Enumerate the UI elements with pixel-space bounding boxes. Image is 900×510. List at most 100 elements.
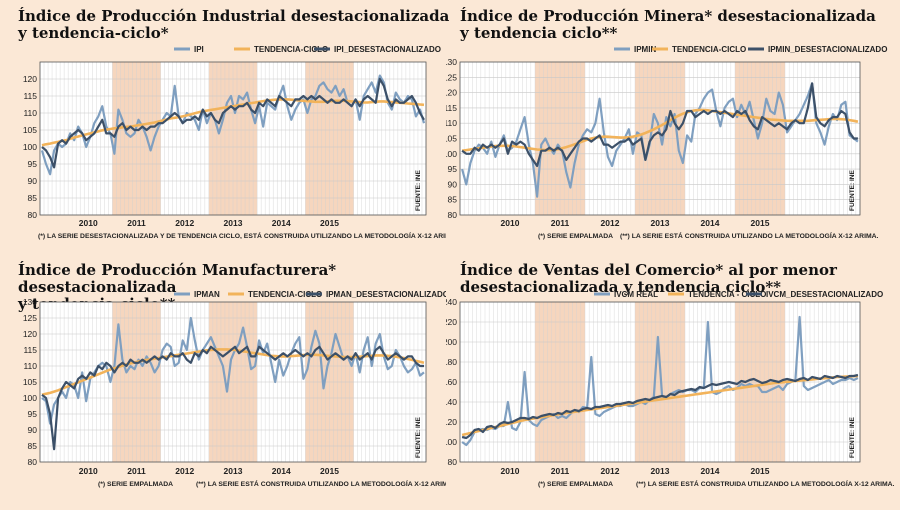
y-tick-label: 160 xyxy=(446,377,457,387)
y-tick-label: 100 xyxy=(23,393,37,403)
x-year-label: 2013 xyxy=(224,218,243,228)
y-tick-label: 120 xyxy=(23,329,37,339)
chart-svg-ipi: 120 115 110 105 100 95 90 85 80 IPI TENDENCIA-CICL… xyxy=(23,45,446,240)
plot-frame xyxy=(39,301,427,463)
y-tick-label: 85 xyxy=(28,441,38,451)
y-tick-label: 85 xyxy=(448,195,458,205)
x-year-label: 2011 xyxy=(127,466,146,476)
y-tick-label: 80 xyxy=(28,210,38,220)
y-tick-label: 120 xyxy=(446,88,457,98)
y-tick-label: 130 xyxy=(23,297,37,307)
x-year-label: 2012 xyxy=(601,466,620,476)
y-tick-label: 120 xyxy=(23,74,37,84)
y-tick-label: 90 xyxy=(28,425,38,435)
y-tick-label: 80 xyxy=(28,457,38,467)
series-line-ivcm-desestacionalizado xyxy=(461,373,859,440)
chart-title-line1: Índice de Producción Industrial desestac… xyxy=(18,7,450,25)
x-year-label: 2014 xyxy=(701,466,720,476)
x-year-label: 2010 xyxy=(79,218,98,228)
y-tick-label: 140 xyxy=(446,397,457,407)
chart-title: Índice de Producción Industrial desestac… xyxy=(18,8,458,42)
y-tick-label: 95 xyxy=(28,409,38,419)
y-tick-label: 110 xyxy=(23,108,37,118)
footnote: (**) LA SERIE ESTÁ CONSTRUIDA UTILIZANDO… xyxy=(620,231,879,240)
legend-label: IPMAN xyxy=(194,290,220,299)
y-tick-label: 110 xyxy=(23,361,37,371)
y-tick-label: 90 xyxy=(448,179,458,189)
legend-label: IPMIN xyxy=(634,45,656,54)
source-label: FUENTE: INE xyxy=(415,170,422,211)
source-label: FUENTE: INE xyxy=(415,417,422,458)
x-year-label: 2013 xyxy=(224,466,243,476)
legend-label: IVCM REAL xyxy=(614,290,658,299)
footnote: (*) SERIE EMPALMADA xyxy=(98,481,173,488)
y-tick-label: 200 xyxy=(446,337,457,347)
x-year-label: 2012 xyxy=(175,466,194,476)
y-tick-label: 125 xyxy=(446,72,457,82)
chart-title: Índice de Ventas del Comercio* al por me… xyxy=(460,262,900,296)
chart-panel-ipi: Índice de Producción Industrial desestac… xyxy=(6,8,456,256)
y-tick-label: 240 xyxy=(446,297,457,307)
chart-svg-ivcm: 240 220 200 180 160 140 120 100 80 IVCM REAL TENDE… xyxy=(446,290,895,488)
y-tick-label: 115 xyxy=(446,103,457,113)
y-tick-label: 180 xyxy=(446,357,457,367)
footnote: (*) SERIE EMPALMADA xyxy=(538,233,613,240)
source-label: FUENTE: INE xyxy=(849,170,856,211)
legend-label: TENDENCIA-CICLO xyxy=(248,290,322,299)
x-year-label: 2015 xyxy=(751,466,770,476)
y-tick-label: 95 xyxy=(448,164,458,174)
x-year-label: 2015 xyxy=(751,218,770,228)
footnote: (*) SERIE EMPALMADA xyxy=(538,481,613,488)
series-line-ipmin-desestacionalizado xyxy=(461,82,858,168)
series-line-ipi-desestacionalizado xyxy=(41,77,425,169)
y-tick-label: 80 xyxy=(448,457,458,467)
source-label: FUENTE: INE xyxy=(849,417,856,458)
y-tick-label: 125 xyxy=(23,313,37,323)
y-tick-label: 95 xyxy=(28,159,38,169)
footnote: (*) LA SERIE DESESTACIONALIZADA Y DE TEN… xyxy=(38,231,446,240)
plot-frame xyxy=(459,301,861,463)
footnote: (**) LA SERIE ESTÁ CONSTRUIDA UTILIZANDO… xyxy=(636,479,895,488)
y-tick-label: 115 xyxy=(23,345,37,355)
y-tick-label: 130 xyxy=(446,57,457,67)
x-year-label: 2015 xyxy=(320,218,339,228)
chart-panel-ipmin: Índice de Producción Minera* desestacion… xyxy=(446,8,896,256)
y-tick-label: 85 xyxy=(28,193,38,203)
plot-frame xyxy=(39,61,427,216)
y-tick-label: 100 xyxy=(446,437,457,447)
x-year-label: 2012 xyxy=(601,218,620,228)
x-year-label: 2010 xyxy=(79,466,98,476)
chart-title: Índice de Producción Minera* desestacion… xyxy=(460,8,900,42)
series-line-ipi xyxy=(40,74,426,176)
y-tick-label: 105 xyxy=(23,125,37,135)
x-year-label: 2015 xyxy=(320,466,339,476)
chart-title-line1: Índice de Ventas del Comercio* al por me… xyxy=(460,261,837,279)
y-tick-label: 100 xyxy=(23,142,37,152)
legend-label: IPMIN_DESESTACIONALIZADO xyxy=(768,45,887,54)
x-year-label: 2013 xyxy=(651,466,670,476)
x-year-label: 2014 xyxy=(272,218,291,228)
legend-label: IPMAN_DESESTACIONALIZADO xyxy=(326,290,446,299)
legend-label: TENDENCIA - CICLO xyxy=(688,290,766,299)
chart-panel-ivcm: Índice de Ventas del Comercio* al por me… xyxy=(446,262,896,510)
series-line-tendencia-ciclo xyxy=(41,348,425,397)
y-tick-label: 115 xyxy=(23,91,37,101)
chart-title-line2: y tendencia ciclo** xyxy=(460,24,618,42)
series-line-tendencia-ciclo xyxy=(461,108,859,152)
chart-title-line2: y tendencia-ciclo* xyxy=(18,24,169,42)
legend-label: TENDENCIA-CICLO xyxy=(672,45,746,54)
x-year-label: 2011 xyxy=(127,218,146,228)
x-year-label: 2010 xyxy=(501,218,520,228)
y-tick-label: 90 xyxy=(28,176,38,186)
series-line-ipman-desestacionalizado xyxy=(41,345,424,451)
x-year-label: 2011 xyxy=(551,466,570,476)
x-year-label: 2012 xyxy=(175,218,194,228)
x-year-label: 2011 xyxy=(551,218,570,228)
chart-title-line1: Índice de Producción Manufacturera* dese… xyxy=(18,261,337,296)
x-year-label: 2014 xyxy=(272,466,291,476)
legend-label: IVCM_DESESTACIONALIZADO xyxy=(766,290,883,299)
y-tick-label: 100 xyxy=(446,149,457,159)
y-tick-label: 220 xyxy=(446,317,457,327)
chart-svg-ipman: 130 125 120 115 110 105 100 95 90 85 80 IPMAN TENDEN… xyxy=(23,290,446,488)
y-tick-label: 105 xyxy=(446,134,457,144)
